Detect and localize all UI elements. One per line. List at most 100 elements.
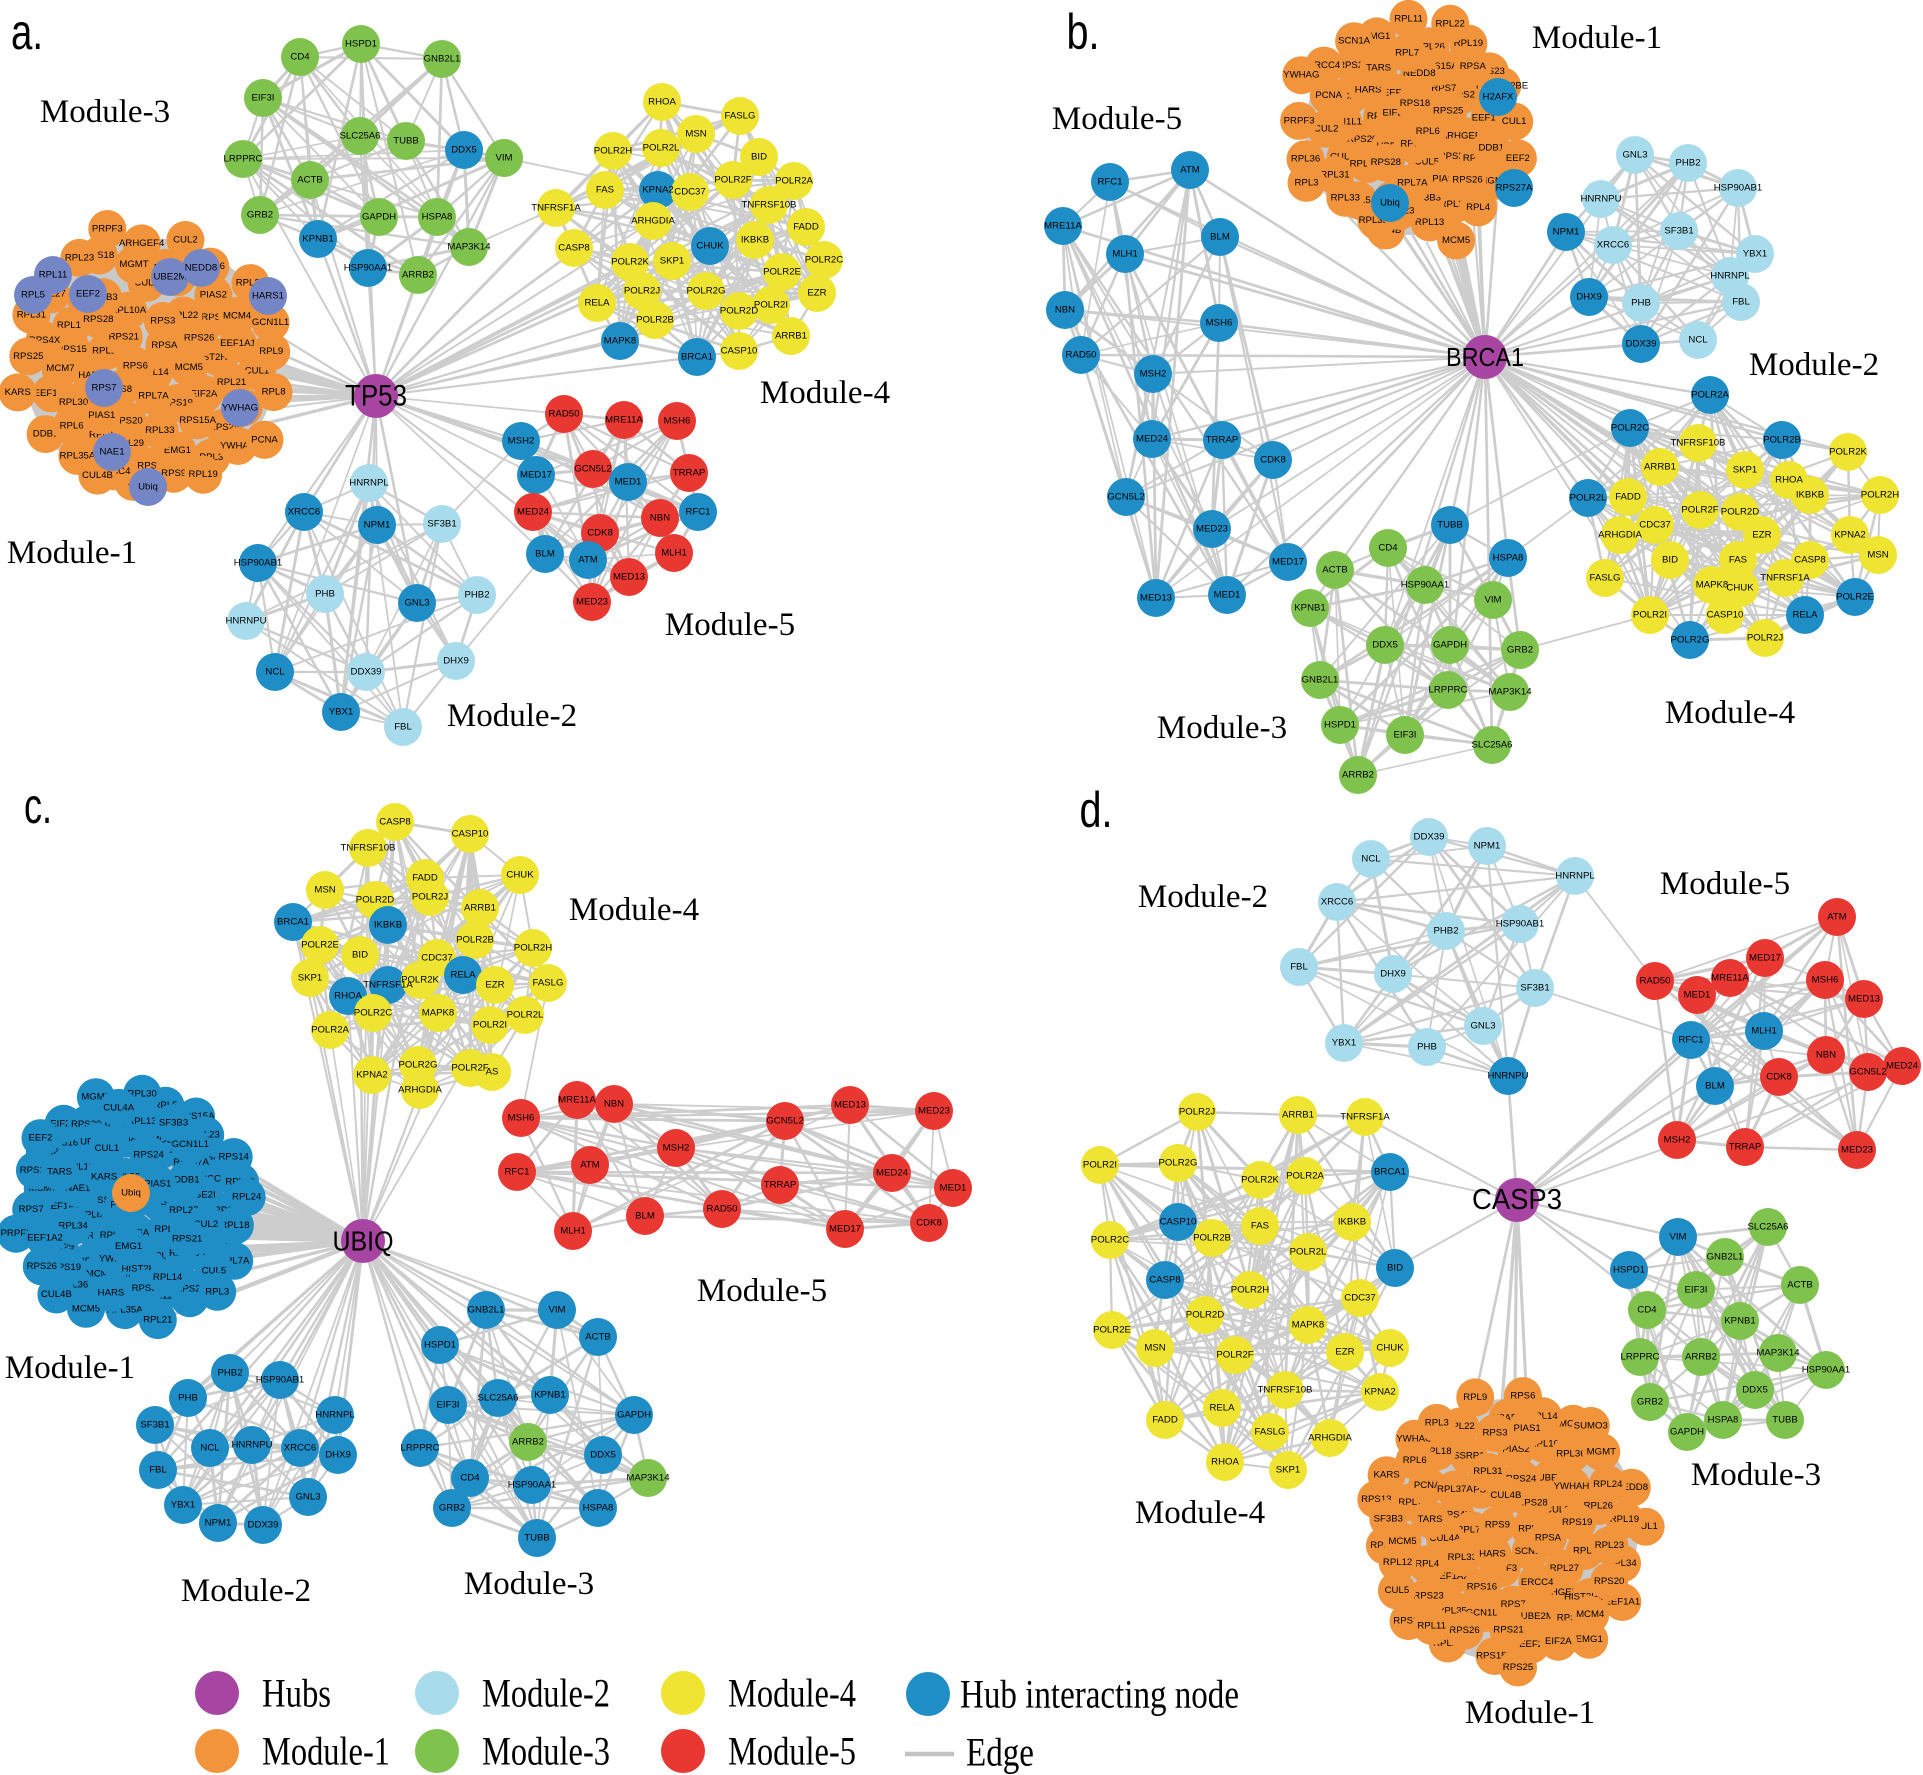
svg-text:POLR2K: POLR2K [611, 257, 649, 268]
svg-text:NCL: NCL [1361, 854, 1381, 865]
svg-text:MED24: MED24 [1886, 1061, 1919, 1072]
svg-text:RPS21: RPS21 [109, 332, 139, 343]
svg-text:SKP1: SKP1 [298, 973, 323, 984]
svg-text:ARRB2: ARRB2 [512, 1437, 544, 1448]
svg-text:UBE2I: UBE2I [188, 1190, 216, 1201]
svg-text:IKBKB: IKBKB [1338, 1217, 1366, 1228]
svg-text:RPL23: RPL23 [1595, 1540, 1624, 1551]
svg-text:Module-3: Module-3 [482, 1729, 610, 1774]
svg-text:MED17: MED17 [520, 470, 552, 481]
svg-text:HSP90AB1: HSP90AB1 [234, 558, 283, 569]
svg-text:HSP90AB1: HSP90AB1 [256, 1375, 305, 1386]
svg-text:GCN5L2: GCN5L2 [1849, 1067, 1886, 1078]
svg-text:Module-3: Module-3 [1691, 1457, 1821, 1493]
svg-text:MED13: MED13 [834, 1100, 866, 1111]
svg-text:SF3B3: SF3B3 [1374, 1513, 1403, 1524]
svg-text:Module-4: Module-4 [569, 892, 699, 928]
svg-text:RPS7: RPS7 [1501, 1599, 1526, 1610]
svg-text:RPL13: RPL13 [1415, 217, 1444, 228]
svg-text:POLR2C: POLR2C [1091, 1235, 1129, 1246]
svg-text:PRPF3: PRPF3 [1, 1228, 32, 1239]
svg-text:MED17: MED17 [1272, 557, 1304, 568]
svg-text:Ubiq: Ubiq [1380, 198, 1400, 209]
svg-text:TUBB: TUBB [1772, 1415, 1798, 1426]
svg-text:RPL12: RPL12 [1383, 1557, 1412, 1568]
svg-text:SLC25A6: SLC25A6 [339, 131, 380, 142]
svg-text:RPL34: RPL34 [58, 1221, 88, 1232]
svg-text:TNFRSF1A: TNFRSF1A [1760, 573, 1810, 584]
svg-text:RAD50: RAD50 [707, 1204, 738, 1215]
svg-text:SUMO3: SUMO3 [1574, 1420, 1608, 1431]
svg-text:RPL33: RPL33 [145, 425, 174, 436]
svg-text:RPL33: RPL33 [1331, 192, 1360, 203]
svg-text:TNFRSF1A: TNFRSF1A [531, 203, 581, 214]
svg-text:RELA: RELA [1792, 610, 1818, 621]
svg-text:TNFRSF10B: TNFRSF10B [341, 843, 396, 854]
svg-text:XRCC6: XRCC6 [1321, 897, 1354, 908]
svg-text:Ubiq: Ubiq [138, 482, 158, 493]
svg-text:TNFRSF1A: TNFRSF1A [363, 980, 413, 991]
svg-text:RPL36: RPL36 [1291, 154, 1320, 165]
svg-text:EMG1: EMG1 [1576, 1634, 1603, 1645]
svg-text:UBE2M: UBE2M [1521, 1611, 1554, 1622]
svg-text:RPL21: RPL21 [143, 1315, 172, 1326]
svg-text:DHX9: DHX9 [1576, 292, 1602, 303]
svg-text:RPL37A: RPL37A [1437, 1484, 1473, 1495]
svg-text:SCN1A: SCN1A [1515, 1546, 1548, 1557]
svg-text:RPS19: RPS19 [51, 1262, 81, 1273]
svg-text:MED13: MED13 [613, 572, 645, 583]
svg-text:GRB2: GRB2 [1637, 1397, 1663, 1408]
svg-text:MSH6: MSH6 [508, 1113, 535, 1124]
svg-text:RPS24: RPS24 [1506, 1473, 1537, 1484]
svg-text:Module-2: Module-2 [482, 1671, 610, 1716]
svg-text:PCNA: PCNA [251, 434, 278, 445]
svg-text:POLR2B: POLR2B [456, 935, 494, 946]
svg-text:NBN: NBN [1055, 305, 1075, 316]
svg-text:RPS4X: RPS4X [1440, 1509, 1472, 1520]
svg-text:ACTB: ACTB [1787, 1280, 1813, 1291]
svg-text:NCL: NCL [200, 1443, 220, 1454]
svg-text:DDB1: DDB1 [174, 1175, 200, 1186]
svg-text:YBX1: YBX1 [329, 707, 354, 718]
svg-text:PHB: PHB [1631, 298, 1651, 309]
svg-text:BID: BID [751, 152, 767, 163]
svg-text:HSPD1: HSPD1 [1324, 720, 1356, 731]
svg-text:YWHAH: YWHAH [220, 441, 256, 452]
svg-text:MSH2: MSH2 [1664, 1135, 1691, 1146]
svg-text:FASLG: FASLG [1255, 1427, 1286, 1438]
svg-text:VIM: VIM [1484, 595, 1501, 606]
svg-text:RFC1: RFC1 [685, 507, 710, 518]
svg-text:RPL31: RPL31 [1320, 170, 1349, 181]
svg-text:RAD50: RAD50 [1640, 976, 1671, 987]
svg-text:RFC1: RFC1 [504, 1167, 529, 1178]
svg-text:CUL4B: CUL4B [1490, 1490, 1521, 1501]
svg-text:KPNA2: KPNA2 [642, 185, 673, 196]
svg-text:CASP8: CASP8 [1149, 1275, 1180, 1286]
svg-text:a.: a. [11, 4, 43, 60]
svg-text:CHUK: CHUK [1726, 583, 1754, 594]
svg-text:CASP8: CASP8 [558, 243, 589, 254]
svg-text:RPL10A: RPL10A [65, 1162, 101, 1173]
svg-text:MED1: MED1 [1684, 990, 1711, 1001]
svg-text:CUL4A: CUL4A [1330, 152, 1362, 163]
svg-text:POLR2L: POLR2L [1570, 493, 1607, 504]
svg-text:HSPA8: HSPA8 [422, 212, 453, 223]
svg-text:ARHGDIA: ARHGDIA [631, 216, 675, 227]
svg-text:CASP3: CASP3 [1472, 1184, 1562, 1216]
svg-text:RPS15A: RPS15A [1476, 1651, 1513, 1662]
svg-text:MCM5: MCM5 [1388, 1536, 1416, 1547]
svg-text:RPS24: RPS24 [209, 422, 240, 433]
svg-text:RPL9: RPL9 [1463, 1392, 1487, 1403]
svg-text:RPL19: RPL19 [189, 469, 218, 480]
svg-text:RPL3: RPL3 [1295, 177, 1319, 188]
svg-text:RPL8: RPL8 [78, 1209, 102, 1220]
svg-text:RPSA: RPSA [151, 340, 178, 351]
svg-text:RPS24: RPS24 [133, 1150, 164, 1161]
svg-text:RPL35A: RPL35A [107, 1305, 143, 1316]
svg-text:ARHGDIA: ARHGDIA [398, 1085, 442, 1096]
svg-text:XRCC6: XRCC6 [1597, 240, 1630, 251]
svg-text:CUL5: CUL5 [1385, 1585, 1410, 1596]
svg-text:SF3B1: SF3B1 [140, 1420, 169, 1431]
svg-text:RPL27: RPL27 [169, 1205, 198, 1216]
svg-text:RPS6: RPS6 [1510, 1391, 1535, 1402]
